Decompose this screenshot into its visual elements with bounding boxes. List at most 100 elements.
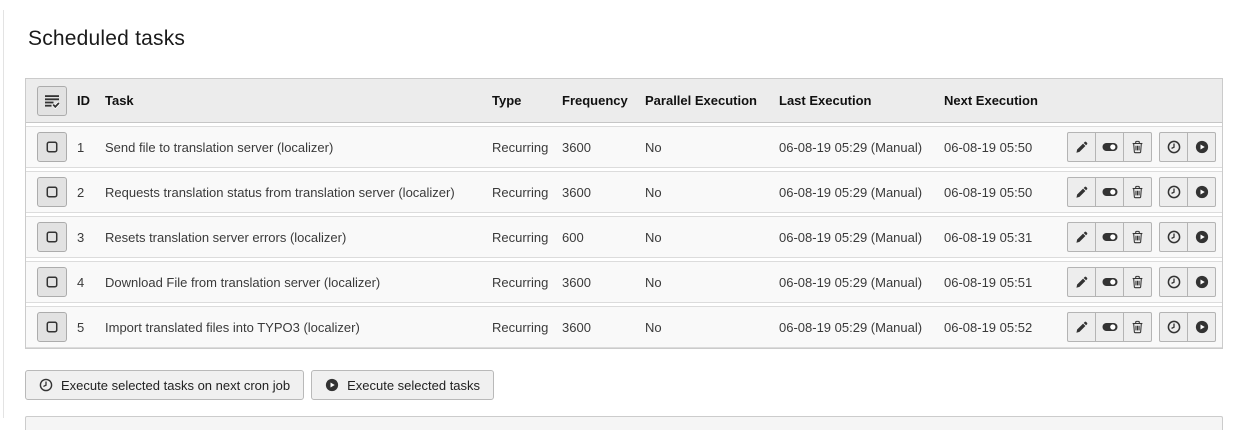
column-header-task: Task: [105, 93, 134, 108]
pencil-icon: [1075, 321, 1088, 334]
scheduler-module: Scheduled tasks: [25, 0, 1223, 430]
schedule-cron-button[interactable]: [1159, 312, 1188, 342]
select-all-tasks-icon: [44, 93, 60, 109]
delete-task-button[interactable]: [1123, 267, 1152, 297]
clock-icon: [1167, 185, 1181, 199]
task-frequency: 3600: [562, 319, 591, 335]
task-next-execution: 06-08-19 05:51: [944, 274, 1033, 290]
column-header-type: Type: [492, 93, 522, 108]
task-type: Recurring: [492, 184, 549, 200]
page-title: Scheduled tasks: [28, 27, 186, 50]
schedule-cron-button[interactable]: [1159, 222, 1188, 252]
task-frequency: 3600: [562, 184, 591, 200]
task-parallel-execution: No: [645, 319, 662, 335]
select-all-button[interactable]: [37, 85, 67, 116]
row-actions: [1067, 267, 1222, 297]
delete-task-button[interactable]: [1123, 132, 1152, 162]
task-parallel-execution: No: [645, 139, 662, 155]
task-name: Import translated files into TYPO3 (loca…: [105, 319, 360, 335]
table-row: 4 Download File from translation server …: [26, 261, 1222, 303]
schedule-cron-button[interactable]: [1159, 267, 1188, 297]
task-parallel-execution: No: [645, 184, 662, 200]
toggle-disable-icon: [1102, 184, 1118, 200]
row-actions: [1067, 222, 1222, 252]
footer-actions: Execute selected tasks on next cron job …: [25, 370, 1223, 400]
play-icon: [1195, 185, 1209, 199]
task-name: Requests translation status from transla…: [105, 184, 455, 200]
trash-icon: [1131, 230, 1144, 244]
task-frequency: 3600: [562, 139, 591, 155]
execute-cron-button[interactable]: Execute selected tasks on next cron job: [25, 370, 305, 400]
toggle-task-button[interactable]: [1095, 177, 1124, 207]
row-checkbox[interactable]: [37, 312, 67, 342]
row-actions: [1067, 177, 1222, 207]
run-task-button[interactable]: [1187, 222, 1216, 252]
task-next-execution: 06-08-19 05:52: [944, 319, 1033, 335]
task-id: 4: [77, 274, 85, 290]
edit-task-button[interactable]: [1067, 132, 1096, 162]
task-parallel-execution: No: [645, 274, 662, 290]
next-section-panel: [25, 416, 1223, 430]
play-icon: [1195, 320, 1209, 334]
toggle-disable-icon: [1102, 229, 1118, 245]
checkbox-unchecked-icon: [45, 185, 59, 199]
task-frequency: 3600: [562, 274, 591, 290]
checkbox-unchecked-icon: [45, 320, 59, 334]
toggle-task-button[interactable]: [1095, 312, 1124, 342]
row-checkbox[interactable]: [37, 222, 67, 252]
play-icon: [325, 378, 339, 392]
execute-cron-label: Execute selected tasks on next cron job: [61, 377, 291, 393]
trash-icon: [1131, 140, 1144, 154]
task-last-execution: 06-08-19 05:29 (Manual): [779, 229, 923, 245]
execute-tasks-button[interactable]: Execute selected tasks: [311, 370, 495, 400]
task-next-execution: 06-08-19 05:50: [944, 184, 1033, 200]
schedule-cron-button[interactable]: [1159, 132, 1188, 162]
toggle-task-button[interactable]: [1095, 222, 1124, 252]
task-id: 1: [77, 139, 85, 155]
table-row: 5 Import translated files into TYPO3 (lo…: [26, 306, 1222, 348]
task-name: Download File from translation server (l…: [105, 274, 381, 290]
row-checkbox[interactable]: [37, 177, 67, 207]
column-header-frequency: Frequency: [562, 93, 628, 108]
toggle-disable-icon: [1102, 319, 1118, 335]
run-task-button[interactable]: [1187, 267, 1216, 297]
play-icon: [1195, 230, 1209, 244]
row-actions: [1067, 132, 1222, 162]
task-id: 3: [77, 229, 85, 245]
delete-task-button[interactable]: [1123, 312, 1152, 342]
pencil-icon: [1075, 141, 1088, 154]
task-last-execution: 06-08-19 05:29 (Manual): [779, 184, 923, 200]
table-row: 1 Send file to translation server (local…: [26, 126, 1222, 168]
column-header-next-execution: Next Execution: [944, 93, 1038, 108]
pencil-icon: [1075, 231, 1088, 244]
task-last-execution: 06-08-19 05:29 (Manual): [779, 139, 923, 155]
toggle-disable-icon: [1102, 139, 1118, 155]
delete-task-button[interactable]: [1123, 177, 1152, 207]
trash-icon: [1131, 275, 1144, 289]
toggle-task-button[interactable]: [1095, 267, 1124, 297]
column-header-parallel-execution: Parallel Execution: [645, 93, 757, 108]
row-checkbox[interactable]: [37, 132, 67, 162]
run-task-button[interactable]: [1187, 177, 1216, 207]
run-task-button[interactable]: [1187, 132, 1216, 162]
pencil-icon: [1075, 276, 1088, 289]
table-header-row: ID Task Type Frequency Parallel Executio…: [26, 79, 1222, 123]
task-last-execution: 06-08-19 05:29 (Manual): [779, 274, 923, 290]
edit-task-button[interactable]: [1067, 177, 1096, 207]
task-type: Recurring: [492, 139, 549, 155]
row-checkbox[interactable]: [37, 267, 67, 297]
task-name: Resets translation server errors (locali…: [105, 229, 347, 245]
task-id: 2: [77, 184, 85, 200]
task-last-execution: 06-08-19 05:29 (Manual): [779, 319, 923, 335]
toggle-task-button[interactable]: [1095, 132, 1124, 162]
delete-task-button[interactable]: [1123, 222, 1152, 252]
edit-task-button[interactable]: [1067, 222, 1096, 252]
edit-task-button[interactable]: [1067, 267, 1096, 297]
task-next-execution: 06-08-19 05:50: [944, 139, 1033, 155]
schedule-cron-button[interactable]: [1159, 177, 1188, 207]
trash-icon: [1131, 185, 1144, 199]
column-header-last-execution: Last Execution: [779, 93, 872, 108]
execute-tasks-label: Execute selected tasks: [347, 377, 481, 393]
run-task-button[interactable]: [1187, 312, 1216, 342]
edit-task-button[interactable]: [1067, 312, 1096, 342]
